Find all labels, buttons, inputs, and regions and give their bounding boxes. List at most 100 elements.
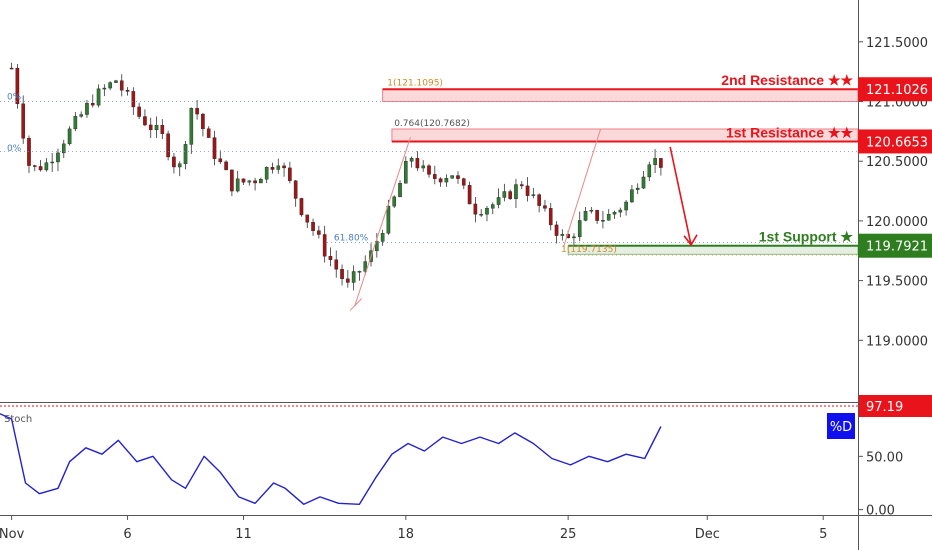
candle-body [177, 163, 182, 168]
candle-body [73, 116, 78, 130]
time-tick-label: 5 [819, 527, 827, 542]
candle-body [114, 80, 118, 83]
candle-body [508, 191, 512, 199]
candle-body [195, 108, 199, 115]
candle-body [421, 165, 426, 169]
level-label: 1st Support ★ [759, 229, 854, 245]
price-tick-label: 119.5000 [866, 275, 928, 290]
candle-body [647, 164, 652, 178]
fib-label: 0.764(120.7682) [394, 119, 470, 129]
candle-body [404, 161, 408, 184]
candle-body [67, 128, 72, 145]
candle-body [653, 158, 657, 165]
candle-body [206, 128, 211, 138]
candle-body [32, 165, 37, 167]
overbought-tag [858, 394, 932, 417]
candle-body [334, 259, 339, 270]
candle-body [606, 214, 611, 221]
oscillator-series-tag [827, 413, 855, 439]
candle-body [241, 178, 246, 183]
candle-body [444, 177, 449, 183]
candle-body [525, 185, 530, 196]
candle-body [143, 116, 147, 126]
level-label: 1st Resistance ★★ [726, 124, 853, 140]
candle-body [409, 158, 414, 162]
candle-body [235, 178, 240, 192]
level-price-value: 120.6653 [866, 135, 928, 150]
candle-body [270, 166, 275, 170]
candle-body [502, 191, 507, 198]
level-label: 2nd Resistance ★★ [721, 72, 853, 88]
projection-line [669, 146, 692, 245]
osc-tick-label: 50.00 [866, 450, 903, 465]
projection-arrow [669, 146, 698, 247]
candle-body [56, 152, 60, 163]
candle-body [641, 176, 646, 189]
time-tick-label: 18 [398, 527, 415, 542]
candle-body [15, 67, 20, 105]
candle-body [21, 103, 25, 139]
candle-body [601, 220, 605, 222]
candle-body [357, 271, 362, 273]
candle-body [96, 88, 101, 106]
candle-body [380, 233, 385, 242]
candle-body [230, 169, 234, 192]
candle-body [61, 143, 66, 154]
level-price-tag [858, 129, 932, 154]
candle-body [589, 210, 594, 212]
candle-body [432, 174, 437, 179]
fib-label: 0% [7, 93, 22, 103]
level-zone [382, 88, 859, 102]
time-tick-label: 11 [235, 527, 252, 542]
candle-body [201, 113, 205, 130]
candle-body [398, 183, 402, 198]
candle-body [9, 67, 14, 70]
fib-label: 1(119.7135) [561, 245, 617, 255]
osc-tick-label: 0.00 [866, 504, 895, 519]
time-tick-label: Dec [695, 527, 720, 542]
projection-arrowhead [683, 234, 698, 247]
candle-body [85, 103, 89, 115]
candlesticks [9, 62, 663, 291]
candle-body [456, 175, 460, 179]
candle-body [554, 224, 559, 236]
candle-body [363, 261, 368, 272]
price-tick-label: 119.0000 [866, 334, 928, 349]
oscillator-name: Stoch [4, 414, 32, 425]
candle-body [461, 178, 466, 186]
candle-body [392, 196, 397, 207]
candle-body [346, 278, 350, 283]
stochastic-d-line [0, 413, 662, 505]
time-tick-label: 25 [560, 527, 577, 542]
candle-body [322, 234, 327, 257]
price-tick-label: 120.0000 [866, 215, 928, 230]
candle-body [514, 184, 518, 199]
candle-body [38, 166, 43, 171]
candle-body [577, 220, 582, 238]
level-lines [0, 88, 858, 256]
candle-body [612, 211, 617, 215]
candle-body [276, 165, 281, 170]
candle-body [450, 175, 454, 179]
stochastic-oscillator: Stoch %D 97.19 [0, 394, 932, 505]
candle-body [154, 125, 159, 131]
candle-body [618, 209, 623, 213]
candle-body [485, 207, 489, 215]
candle-body [247, 180, 252, 183]
candle-body [90, 103, 95, 106]
candle-body [131, 91, 136, 108]
candle-body [479, 214, 483, 216]
candle-body [137, 106, 141, 117]
candle-body [183, 144, 188, 164]
candle-body [299, 198, 304, 216]
candle-body [548, 208, 553, 226]
candle-body [630, 189, 634, 203]
candle-body [583, 211, 588, 221]
candle-body [305, 214, 310, 223]
candle-body [108, 82, 112, 89]
candle-body [259, 179, 263, 184]
candle-body [224, 161, 228, 171]
fib-label: 0% [7, 144, 22, 154]
candle-body [438, 178, 443, 183]
